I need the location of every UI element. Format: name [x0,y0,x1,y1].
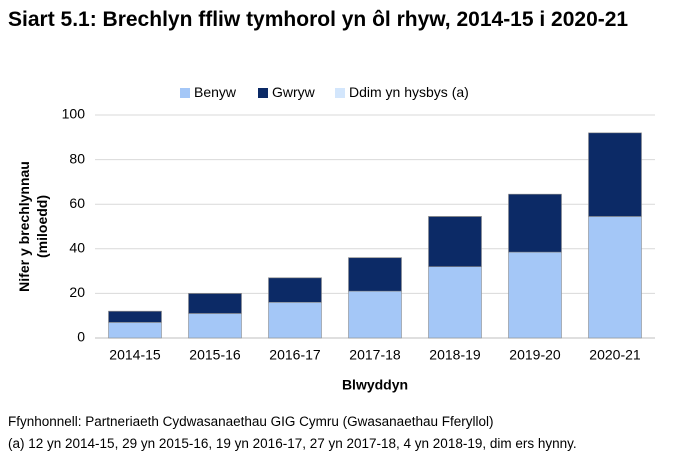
x-tick-label: 2017-18 [349,347,401,363]
y-axis-label-line: (miloedd) [34,195,50,258]
y-tick-label: 60 [69,195,85,211]
bar-segment [188,293,242,314]
legend-label: Benyw [194,84,237,100]
bar-segment [588,216,642,339]
x-tick-label: 2015-16 [189,347,241,363]
bar-segment [108,322,162,339]
footnote: (a) 12 yn 2014-15, 29 yn 2015-16, 19 yn … [8,436,577,451]
bar-segment [428,266,482,339]
bar-segment [348,290,402,339]
bar-segment [108,310,162,323]
x-axis-label: Blwyddyn [342,377,408,393]
bar-segment [348,257,402,292]
chart-title: Siart 5.1: Brechlyn ffliw tymhorol yn ôl… [8,8,629,31]
bar-segment [588,132,642,217]
bar-segment [268,302,322,339]
x-tick-label: 2018-19 [429,347,481,363]
source-note: Ffynhonnell: Partneriaeth Cydwasanaethau… [8,414,494,429]
bar-segment [428,216,482,267]
x-tick-label: 2019-20 [509,347,561,363]
y-axis-label: Nifer y brechlynnau (miloedd) [16,161,50,292]
legend-swatch [335,88,345,98]
bar-segment [268,277,322,303]
legend-label: Gwryw [272,84,316,100]
bar-segment [188,313,242,339]
legend-swatch [180,88,190,98]
y-tick-label: 80 [69,150,85,166]
x-tick-label: 2020-21 [589,347,641,363]
y-axis-label-line: Nifer y brechlynnau [16,161,32,292]
bar-segment [508,251,562,339]
legend-label: Ddim yn hysbys (a) [349,84,469,100]
y-tick-label: 20 [69,284,85,300]
legend-swatch [258,88,268,98]
y-tick-label: 100 [62,106,86,122]
bar-segment [508,193,562,253]
x-tick-label: 2014-15 [109,347,161,363]
x-tick-label: 2016-17 [269,347,321,363]
y-tick-label: 40 [69,240,85,256]
y-tick-label: 0 [77,329,85,345]
